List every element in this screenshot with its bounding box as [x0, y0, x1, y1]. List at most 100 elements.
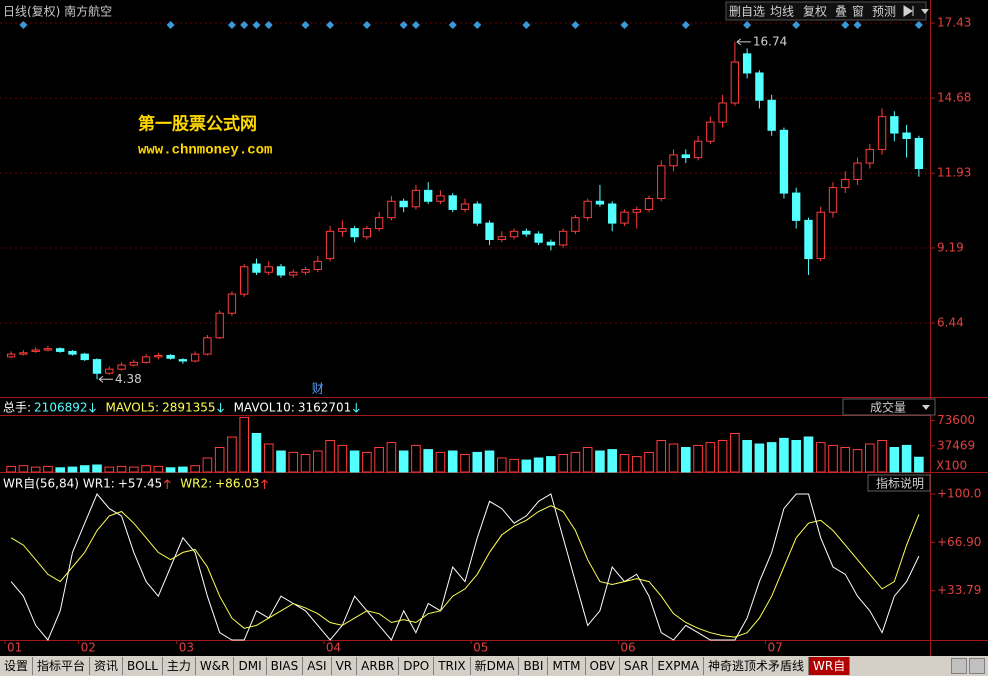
indicator-tab[interactable]: 指标平台 — [33, 657, 91, 675]
indicator-selector-label[interactable]: 成交量 — [870, 400, 906, 415]
x-tick-label: 01 — [7, 641, 22, 655]
wr-line — [10, 493, 920, 641]
candle-body — [497, 236, 506, 240]
indicator-tab[interactable]: 主力 — [163, 657, 196, 675]
volume-bar — [619, 454, 630, 473]
candle-body — [92, 359, 102, 374]
signal-marker — [411, 21, 420, 29]
tab-scroll — [951, 658, 988, 674]
trend-arrow — [352, 403, 360, 413]
volume-bar — [374, 447, 384, 473]
toolbar-button[interactable]: 预测 — [872, 5, 896, 19]
volume-bar — [717, 440, 728, 473]
volume-bar — [398, 450, 409, 473]
indicator-tab[interactable]: ASI — [303, 657, 332, 675]
dropdown-icon[interactable] — [922, 405, 930, 410]
volume-bar — [570, 451, 581, 473]
volume-bar — [889, 447, 900, 473]
volume-bar — [865, 443, 875, 473]
indicator-tab[interactable]: DMI — [234, 657, 267, 675]
candle-body — [215, 312, 224, 339]
scroll-button[interactable] — [951, 658, 967, 674]
candle-body — [865, 148, 874, 164]
indicator-tab[interactable]: W&R — [196, 657, 235, 675]
indicator-tab[interactable]: BOLL — [123, 657, 163, 675]
indicator-tab[interactable]: 资讯 — [90, 657, 124, 675]
candle-body — [546, 241, 556, 246]
trend-arrow — [217, 403, 224, 413]
volume-bar — [55, 467, 65, 473]
help-button-label[interactable]: 指标说明 — [876, 476, 924, 491]
candle-body — [313, 260, 322, 271]
y-tick-label: 37469 — [937, 438, 975, 452]
candle-body — [289, 271, 298, 276]
candle-body — [31, 349, 40, 352]
indicator-tab[interactable]: ARBR — [357, 657, 400, 675]
toolbar-button[interactable]: 均线 — [770, 5, 794, 19]
candle-body — [583, 200, 592, 219]
candle-body — [767, 99, 776, 131]
toolbar-button[interactable]: 复权 — [803, 5, 827, 19]
indicator-tab[interactable]: DPO — [399, 657, 435, 675]
indicator-tab[interactable]: MTM — [548, 657, 586, 675]
indicator-tab[interactable]: TRIX — [434, 657, 471, 675]
candle-body — [154, 355, 163, 358]
volume-bar — [791, 440, 801, 473]
y-tick-label: 6.44 — [937, 316, 964, 330]
y-tick-label: 14.68 — [937, 91, 971, 105]
annotation-arrow — [98, 375, 113, 383]
volume-bar — [533, 457, 544, 473]
high-annotation: 16.74 — [753, 34, 787, 48]
signal-marker — [448, 21, 457, 29]
candle-body — [424, 189, 433, 202]
legend-value: +86.03 — [215, 477, 259, 491]
candle-body — [19, 352, 28, 355]
indicator-tab[interactable]: VR — [332, 657, 358, 675]
signal-marker — [681, 21, 690, 29]
legend-label: WR1: — [83, 477, 115, 491]
y-tick-label: +66.90 — [937, 535, 981, 549]
volume-bar — [497, 457, 507, 473]
indicator-tab[interactable]: WR自 — [809, 657, 851, 675]
indicator-tab[interactable]: OBV — [586, 657, 621, 675]
indicator-tab[interactable]: BIAS — [267, 657, 304, 675]
scroll-button[interactable] — [969, 658, 985, 674]
candle-body — [190, 353, 200, 362]
candle-body — [828, 187, 838, 213]
indicator-tab[interactable]: EXPMA — [653, 657, 705, 675]
indicator-tab[interactable]: SAR — [620, 657, 654, 675]
dropdown-icon[interactable] — [921, 9, 929, 14]
candle-body — [80, 353, 89, 361]
indicator-tab[interactable]: 设置 — [0, 657, 34, 675]
indicator-tab[interactable]: BBI — [519, 657, 549, 675]
panel-toggle-icon[interactable] — [903, 5, 914, 17]
help-button[interactable] — [867, 474, 931, 492]
volume-bar — [509, 458, 519, 473]
indicator-selector[interactable] — [842, 398, 936, 416]
candle-body — [914, 137, 924, 170]
candle-body — [816, 211, 825, 260]
volume-bar — [877, 440, 887, 473]
volume-bar — [840, 447, 851, 473]
candle-body — [509, 230, 519, 238]
signal-marker — [264, 21, 273, 29]
candle-body — [657, 165, 666, 200]
toolbar-button[interactable]: 叠 — [835, 5, 847, 19]
volume-bar — [153, 465, 164, 473]
volume-bar — [705, 442, 716, 473]
toolbar-button[interactable]: 窗 — [852, 5, 864, 19]
candle-body — [43, 348, 53, 351]
candle-body — [203, 337, 212, 355]
signal-marker — [19, 21, 28, 29]
indicator-tab[interactable]: 神奇逃顶术矛盾线 — [704, 657, 810, 675]
volume-bar — [313, 450, 323, 473]
indicator-tab[interactable]: 新DMA — [471, 657, 520, 675]
signal-marker — [841, 21, 850, 29]
candle-body — [706, 121, 715, 142]
toolbar-button[interactable]: 删自选 — [729, 5, 765, 19]
candle-body — [558, 230, 568, 246]
candle-body — [485, 222, 494, 240]
volume-bar — [337, 444, 348, 473]
volume-bar — [815, 442, 826, 473]
volume-bar — [607, 449, 617, 473]
